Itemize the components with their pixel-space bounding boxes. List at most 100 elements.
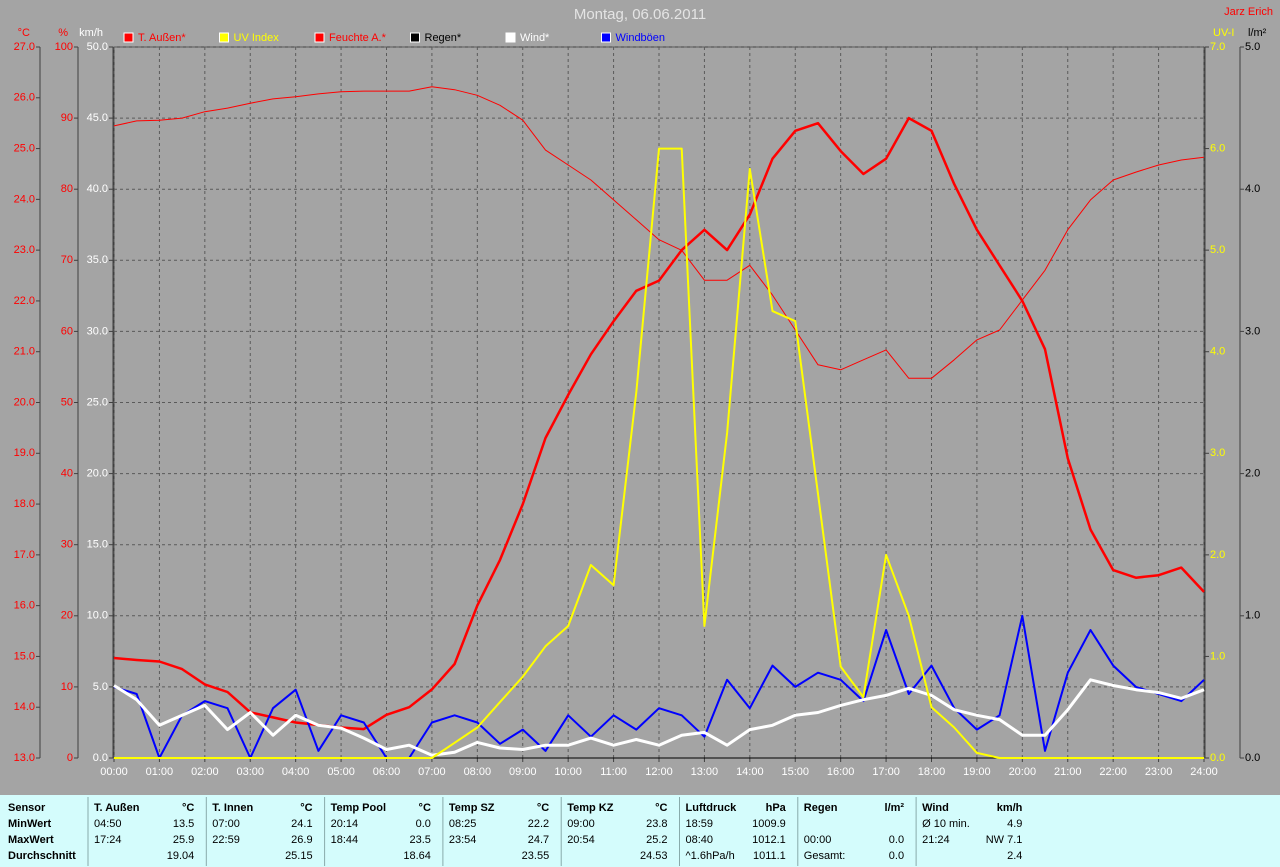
x-tick-label: 06:00 (373, 766, 401, 778)
table-cell: 25.9 (173, 834, 194, 846)
table-cell: 18:44 (331, 834, 359, 846)
x-tick-label: 16:00 (827, 766, 855, 778)
legend-marker (601, 32, 611, 43)
y-tick-label: 20.0 (14, 396, 35, 408)
y-tick-label: 1.0 (1210, 650, 1225, 662)
y-tick-label: 24.0 (14, 193, 35, 205)
table-cell: 22:59 (212, 834, 240, 846)
y-tick-label: 22.0 (14, 295, 35, 307)
chart-title: Montag, 06.06.2011 (574, 6, 706, 23)
y-tick-label: 14.0 (14, 701, 35, 713)
x-tick-label: 18:00 (918, 766, 946, 778)
y-tick-label: 5.0 (1210, 244, 1225, 256)
table-cell: 0.0 (416, 818, 431, 830)
y-tick-label: 15.0 (87, 539, 108, 551)
x-tick-label: 00:00 (100, 766, 128, 778)
y-tick-label: 4.0 (1245, 183, 1260, 195)
y-tick-label: 25.0 (14, 142, 35, 154)
x-tick-label: 14:00 (736, 766, 764, 778)
legend-label: Wind* (520, 32, 550, 44)
y-tick-label: 100 (55, 41, 73, 53)
x-tick-label: 23:00 (1145, 766, 1173, 778)
y-tick-label: 1.0 (1245, 610, 1260, 622)
x-tick-label: 19:00 (963, 766, 991, 778)
x-tick-label: 05:00 (327, 766, 355, 778)
table-unit: °C (300, 802, 312, 814)
table-cell: 04:50 (94, 818, 122, 830)
y-axis-title: % (58, 27, 68, 39)
table-unit: °C (537, 802, 549, 814)
y-tick-label: 10.0 (87, 610, 108, 622)
table-cell: 1011.1 (753, 850, 786, 862)
table-cell: 1012.1 (752, 834, 786, 846)
legend-marker (314, 32, 325, 43)
table-cell: 00:00 (804, 834, 832, 846)
y-tick-label: 13.0 (14, 752, 35, 764)
y-axis-title: km/h (79, 27, 103, 39)
y-tick-label: 20.0 (87, 468, 108, 480)
y-tick-label: 5.0 (1245, 41, 1260, 53)
row-label: MaxWert (8, 834, 54, 846)
table-unit: l/m² (885, 802, 905, 814)
table-unit: hPa (766, 802, 787, 814)
x-tick-label: 21:00 (1054, 766, 1082, 778)
legend-marker (219, 32, 229, 43)
y-tick-label: 90 (61, 112, 73, 124)
y-tick-label: 35.0 (87, 254, 108, 266)
y-tick-label: 19.0 (14, 447, 35, 459)
y-tick-label: 40 (61, 468, 73, 480)
legend-label: UV Index (234, 32, 280, 44)
y-tick-label: 0 (67, 752, 73, 764)
y-tick-label: 50 (61, 396, 73, 408)
y-tick-label: 4.0 (1210, 346, 1225, 358)
y-tick-label: 0.0 (1245, 752, 1260, 764)
table-cell: 08:40 (686, 834, 714, 846)
table-header: Regen (804, 802, 838, 814)
x-tick-label: 08:00 (464, 766, 492, 778)
y-tick-label: 50.0 (87, 41, 108, 53)
table-cell: 18:59 (686, 818, 714, 830)
table-cell: 20:14 (331, 818, 359, 830)
y-tick-label: 25.0 (87, 396, 108, 408)
y-tick-label: 17.0 (14, 549, 35, 561)
y-tick-label: 30 (61, 539, 73, 551)
y-tick-label: 15.0 (14, 650, 35, 662)
y-tick-label: 40.0 (87, 183, 108, 195)
table-cell: Gesamt: (804, 850, 846, 862)
table-cell: 26.9 (291, 834, 312, 846)
y-tick-label: 16.0 (14, 600, 35, 612)
y-tick-label: 2.0 (1245, 468, 1260, 480)
legend-label: Feuchte A.* (329, 32, 387, 44)
table-cell: 4.9 (1007, 818, 1022, 830)
table-cell: 24.53 (640, 850, 668, 862)
y-axis-title: l/m² (1248, 27, 1267, 39)
legend-label: Windböen (616, 32, 666, 44)
table-unit: °C (182, 802, 194, 814)
table-cell: 23:54 (449, 834, 477, 846)
table-header: T. Innen (212, 802, 253, 814)
table-header: Sensor (8, 802, 46, 814)
row-label: Durchschnitt (8, 850, 76, 862)
table-cell: 13.5 (173, 818, 194, 830)
series-line (113, 678, 1205, 757)
y-tick-label: 30.0 (87, 325, 108, 337)
table-cell: 17:24 (94, 834, 122, 846)
legend-marker (123, 32, 134, 43)
legend-marker (505, 32, 516, 43)
table-cell: 18.64 (403, 850, 431, 862)
table-cell: ^1.6hPa/h (686, 850, 735, 862)
table-header: Wind (922, 802, 949, 814)
table-cell: 0.0 (889, 850, 904, 862)
y-tick-label: 70 (61, 254, 73, 266)
table-header: Luftdruck (686, 802, 738, 814)
y-tick-label: 20 (61, 610, 73, 622)
y-tick-label: 3.0 (1245, 325, 1260, 337)
table-cell: Ø 10 min. (922, 818, 970, 830)
table-unit: °C (655, 802, 667, 814)
series-line (113, 116, 1205, 731)
author: Jarz Erich (1224, 6, 1273, 18)
table-cell: 24.7 (528, 834, 549, 846)
x-tick-label: 12:00 (645, 766, 673, 778)
x-tick-label: 17:00 (872, 766, 900, 778)
